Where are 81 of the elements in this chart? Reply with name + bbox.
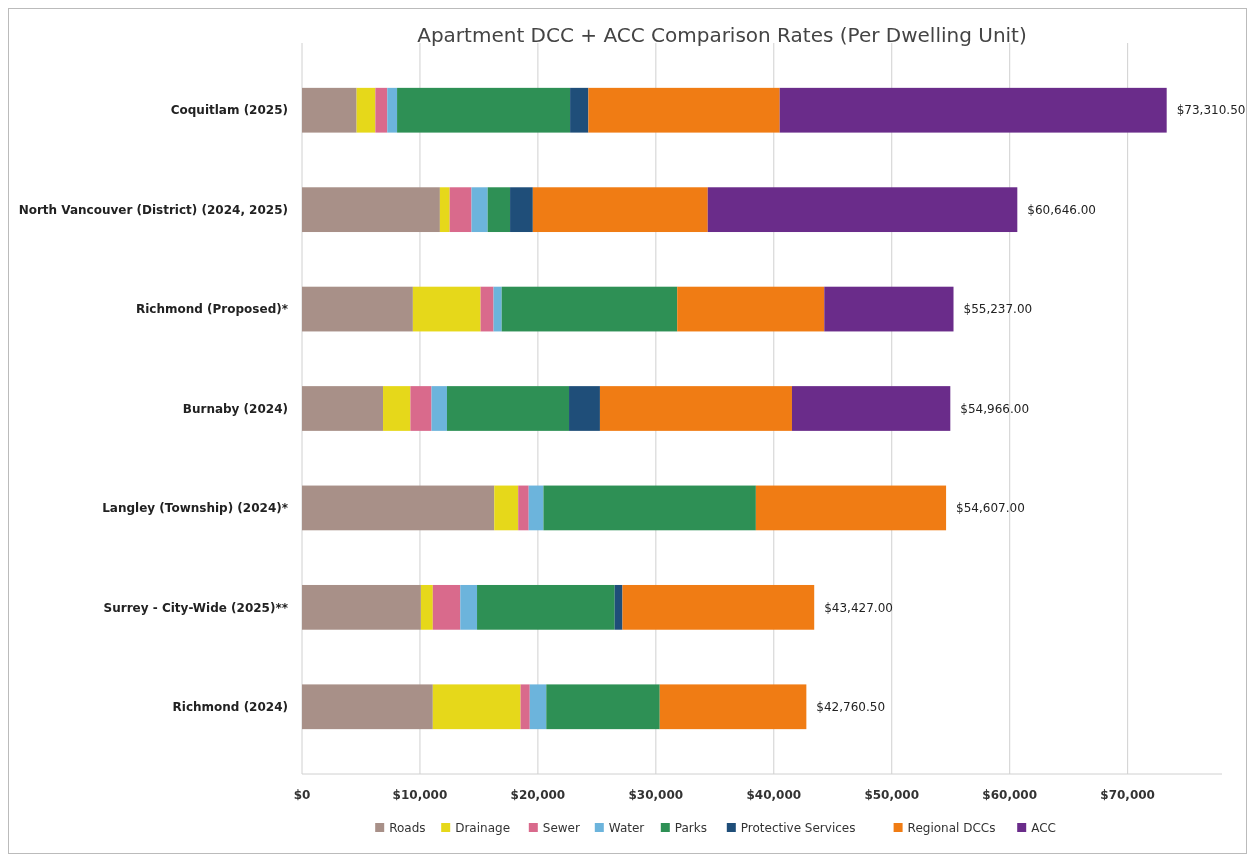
bar: [532, 187, 708, 233]
bar: [570, 87, 589, 133]
total-label: $60,646.00: [1027, 202, 1097, 217]
y-tick-label: Burnaby (2024): [182, 401, 288, 416]
legend-label: Sewer: [542, 821, 580, 835]
legend-label: Roads: [389, 821, 426, 835]
bar: [460, 584, 478, 630]
x-tick-label: $0: [293, 788, 311, 802]
bar: [302, 87, 357, 133]
bar: [494, 485, 519, 531]
x-tick-label: $10,000: [392, 788, 448, 802]
legend-label: Regional DCCs: [907, 821, 996, 835]
bar: [599, 386, 792, 431]
bar: [387, 87, 398, 133]
bar: [302, 187, 440, 233]
x-tick-label: $40,000: [746, 788, 802, 802]
bar: [520, 684, 530, 730]
bar: [529, 684, 547, 730]
bar: [546, 684, 660, 730]
bar: [383, 386, 411, 431]
bar: [446, 386, 570, 431]
x-tick-label: $50,000: [864, 788, 920, 802]
bar: [302, 286, 413, 332]
total-label: $55,237.00: [963, 302, 1033, 317]
bar: [420, 584, 433, 630]
bar: [487, 187, 511, 233]
total-label: $54,966.00: [960, 401, 1030, 416]
legend-label: Water: [608, 821, 645, 835]
bar: [755, 485, 947, 531]
y-tick-label: North Vancouver (District) (2024, 2025): [18, 202, 288, 217]
bar: [431, 386, 447, 431]
bar: [493, 286, 502, 332]
bar: [622, 584, 815, 630]
x-tick-label: $30,000: [628, 788, 684, 802]
total-label: $73,310.50: [1176, 103, 1246, 118]
bar: [439, 187, 450, 233]
x-tick-label: $60,000: [982, 788, 1038, 802]
y-tick-label: Richmond (2024): [172, 699, 288, 714]
y-tick-label: Langley (Township) (2024)*: [102, 501, 289, 516]
x-tick-label: $70,000: [1100, 788, 1155, 802]
bar: [480, 286, 494, 332]
bar: [477, 584, 615, 630]
total-label: $54,607.00: [956, 501, 1025, 516]
total-label: $42,760.50: [816, 699, 886, 714]
bar: [302, 584, 421, 630]
bar: [302, 386, 384, 431]
bar: [302, 485, 495, 531]
bar: [569, 386, 600, 431]
bar: [397, 87, 571, 133]
bar: [432, 684, 521, 730]
bar: [659, 684, 807, 730]
bar: [510, 187, 533, 233]
bar: [707, 187, 1018, 233]
bar: [412, 286, 481, 332]
legend-label: Drainage: [455, 821, 511, 835]
bar: [528, 485, 544, 531]
bar: [432, 584, 461, 630]
y-tick-label: Coquitlam (2025): [170, 103, 288, 118]
bar: [410, 386, 432, 431]
y-tick-label: Surrey - City-Wide (2025)**: [103, 600, 289, 615]
bar: [356, 87, 376, 133]
bar: [471, 187, 488, 233]
y-tick-label: Richmond (Proposed)*: [136, 302, 289, 317]
legend-label: Protective Services: [740, 821, 856, 835]
bar: [501, 286, 678, 332]
x-tick-label: $20,000: [510, 788, 566, 802]
bar: [543, 485, 756, 531]
bar: [518, 485, 529, 531]
bar: [375, 87, 388, 133]
chart-title: Apartment DCC + ACC Comparison Rates (Per Dwelling Unit): [417, 23, 1027, 47]
bar: [677, 286, 825, 332]
bar: [588, 87, 780, 133]
bar: [779, 87, 1167, 133]
bar: [614, 584, 623, 630]
bar: [449, 187, 472, 233]
bar: [791, 386, 951, 431]
bar: [302, 684, 433, 730]
legend-label: ACC: [1031, 821, 1056, 835]
bar: [824, 286, 954, 332]
total-label: $43,427.00: [824, 600, 893, 615]
legend-label: Parks: [674, 821, 707, 835]
